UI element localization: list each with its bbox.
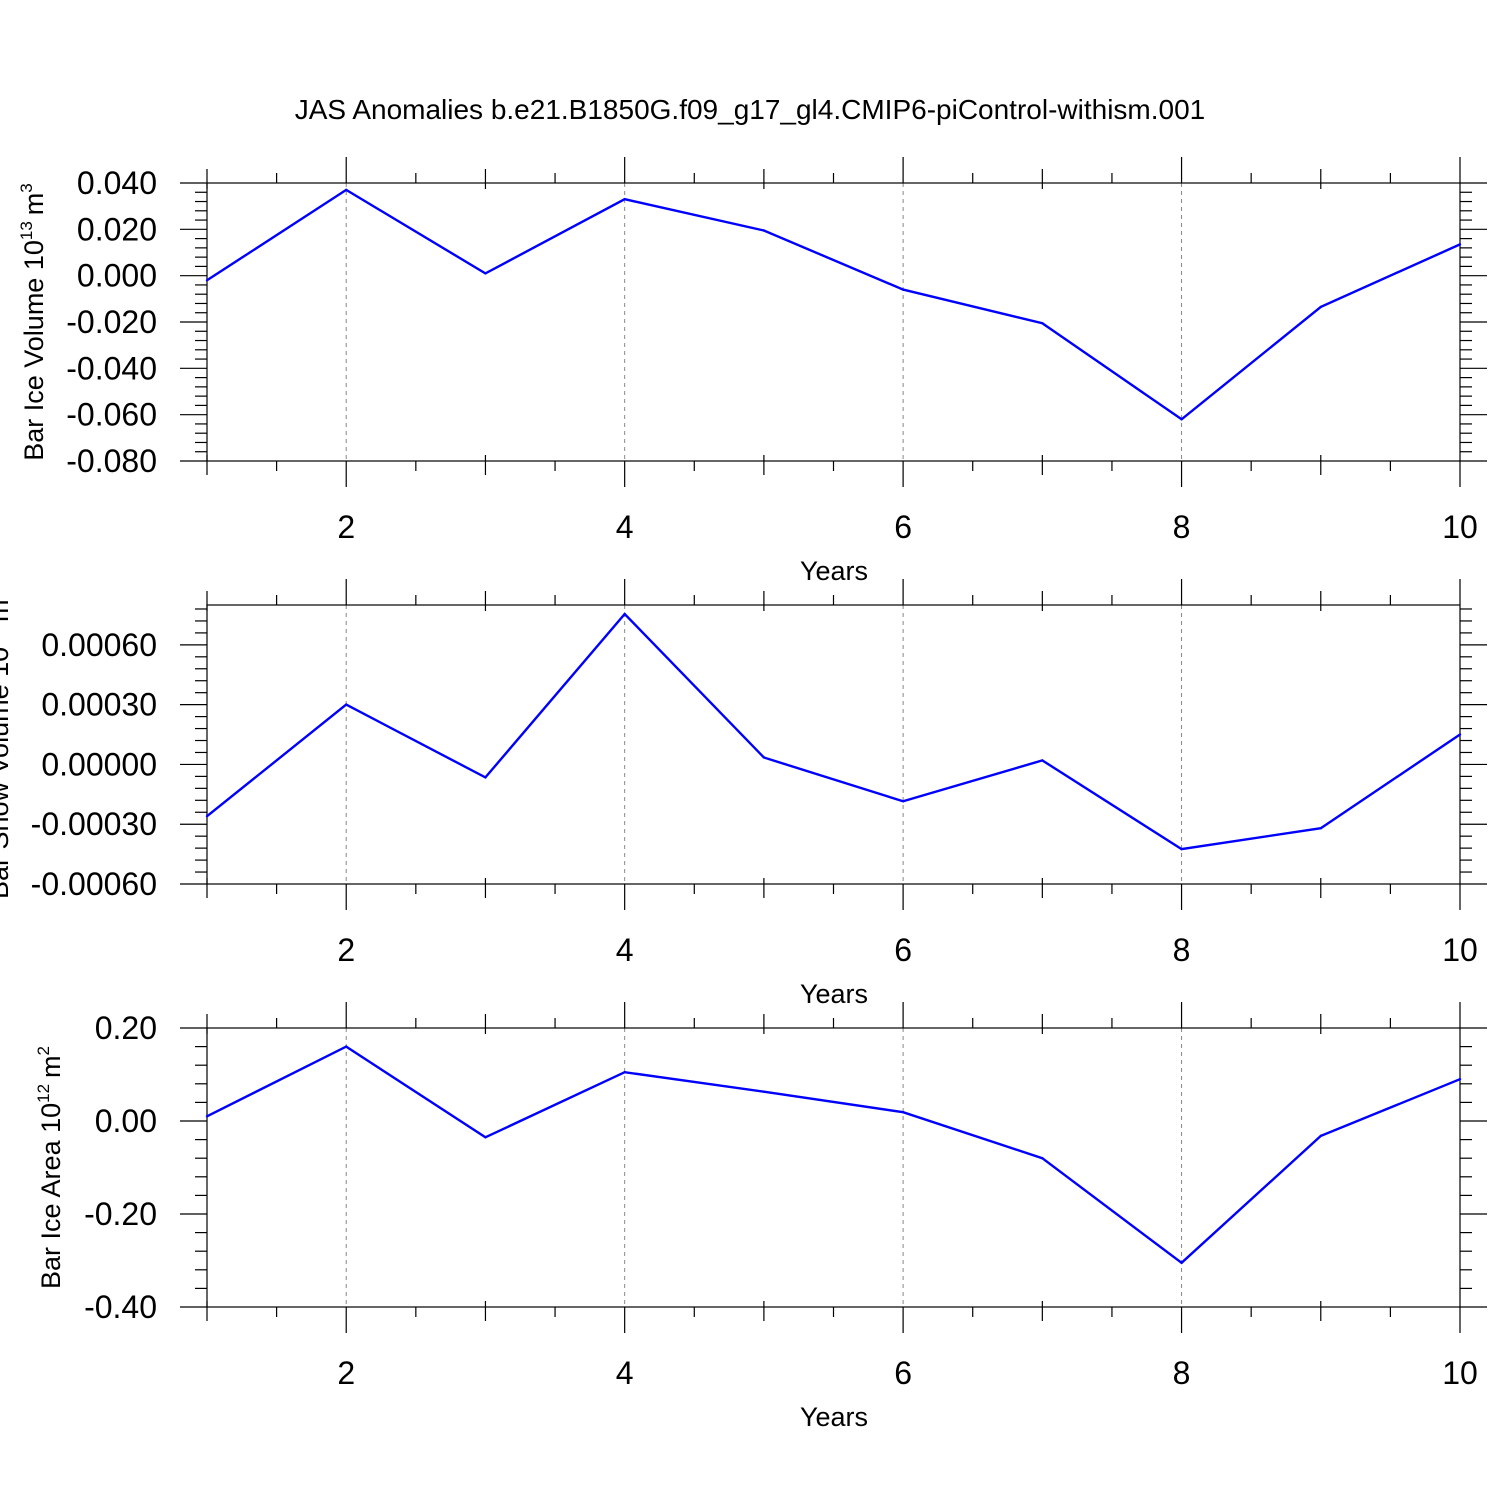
series-line <box>206 612 1461 851</box>
data-point <box>1458 733 1462 736</box>
x-axis-label: Years <box>800 1402 868 1432</box>
data-point <box>762 229 766 232</box>
y-tick-label: -0.00030 <box>31 806 157 842</box>
y-axis-label-unit-exponent: 2 <box>34 1046 53 1055</box>
data-point <box>1180 418 1183 421</box>
x-axis-label: Years <box>800 979 868 1009</box>
chart-panel-1: 2 4 6 8 10 Years -0.080 -0.060 -0.040 -0.020 0.000… <box>17 157 1487 586</box>
x-tick-label: 2 <box>337 932 355 968</box>
x-tick-label: 2 <box>337 1355 355 1391</box>
y-tick-label: -0.40 <box>84 1289 157 1325</box>
x-tick-label: 4 <box>616 1355 634 1391</box>
data-point <box>1458 243 1462 246</box>
data-point <box>484 776 487 779</box>
data-point <box>1319 1134 1322 1138</box>
x-tick-label: 6 <box>894 932 912 968</box>
plot-frame <box>206 182 1461 462</box>
chart-panel-3: 2 4 6 8 10 Years -0.40 -0.20 0.00 0.20 Bar Ice Are… <box>34 1002 1487 1432</box>
data-point <box>345 1045 348 1048</box>
y-axis-label-main: Bar Snow Volume 10 <box>0 647 14 899</box>
y-tick-label: -0.040 <box>66 350 157 386</box>
data-point <box>901 800 905 803</box>
x-tick-label: 6 <box>894 509 912 545</box>
plot-frame <box>206 1027 1461 1308</box>
y-axis-label-unit-exponent: 3 <box>0 590 1 599</box>
data-point <box>623 1070 626 1074</box>
x-tick-label: 4 <box>616 509 634 545</box>
y-axis-label-unit-exponent: 3 <box>17 183 36 192</box>
x-tick-label: 8 <box>1173 932 1191 968</box>
data-point <box>762 756 766 759</box>
x-tick-label: 10 <box>1442 932 1478 968</box>
data-point <box>1041 321 1044 325</box>
chart-panel-2: 2 4 6 8 10 Years -0.00060 -0.00030 0.00000 0.0003… <box>0 579 1487 1009</box>
data-point <box>623 612 626 616</box>
y-tick-label: -0.20 <box>84 1196 157 1232</box>
x-tick-label: 4 <box>616 932 634 968</box>
data-point <box>345 703 348 706</box>
y-tick-label: -0.080 <box>66 443 157 479</box>
y-tick-label: 0.020 <box>77 211 157 247</box>
y-axis-label-main: Bar Ice Volume 10 <box>19 240 49 461</box>
y-tick-label: -0.020 <box>66 304 157 340</box>
y-tick-label: -0.00060 <box>31 866 157 902</box>
x-tick-label: 10 <box>1442 509 1478 545</box>
y-axis-label-unit: m <box>0 599 14 622</box>
panels: 2 4 6 8 10Years-0.080-0.060-0.040-0.0200.000… <box>0 157 1487 1432</box>
y-tick-label: 0.00 <box>95 1103 157 1139</box>
y-axis-label-exponent: 13 <box>0 628 1 647</box>
y-axis-label-unit: m <box>19 193 49 216</box>
x-tick-label: 6 <box>894 1355 912 1391</box>
x-axis-label: Years <box>800 556 868 586</box>
y-axis-label-exponent: 12 <box>34 1084 53 1103</box>
data-point <box>623 198 626 201</box>
y-axis-label-unit: m <box>36 1055 66 1078</box>
data-point <box>1041 1157 1044 1160</box>
data-point <box>1180 1261 1183 1265</box>
data-point <box>762 1090 766 1093</box>
y-tick-label: 0.000 <box>77 258 157 294</box>
data-point <box>1458 1077 1462 1081</box>
series-line <box>206 188 1461 421</box>
y-tick-label: 0.00060 <box>41 627 157 663</box>
data-point <box>205 279 209 282</box>
y-tick-label: -0.060 <box>66 397 157 433</box>
data-point <box>205 815 209 818</box>
y-tick-label: 0.00000 <box>41 746 157 782</box>
data-point <box>901 288 905 291</box>
y-axis-label-exponent: 13 <box>17 221 36 240</box>
plot-frame <box>206 604 1461 885</box>
data-point <box>1319 827 1322 830</box>
data-point <box>1041 759 1044 762</box>
y-axis-label: Bar Snow Volume 1013 m3 <box>0 590 14 899</box>
y-axis-label-main: Bar Ice Area 10 <box>36 1103 66 1289</box>
data-point <box>1180 847 1183 851</box>
y-tick-label: 0.20 <box>95 1010 157 1046</box>
x-tick-label: 2 <box>337 509 355 545</box>
y-axis-label: Bar Ice Area 1012 m2 <box>34 1046 66 1289</box>
data-point <box>205 1115 209 1118</box>
x-tick-label: 8 <box>1173 1355 1191 1391</box>
x-tick-label: 10 <box>1442 1355 1478 1391</box>
series-line <box>206 1045 1461 1265</box>
data-point <box>484 1136 487 1139</box>
data-point <box>345 188 348 192</box>
data-point <box>484 272 487 275</box>
y-axis-label: Bar Ice Volume 1013 m3 <box>17 183 49 461</box>
data-point <box>901 1110 905 1114</box>
figure-title: JAS Anomalies b.e21.B1850G.f09_g17_gl4.C… <box>295 94 1206 125</box>
x-tick-label: 8 <box>1173 509 1191 545</box>
y-tick-label: 0.00030 <box>41 687 157 723</box>
y-tick-label: 0.040 <box>77 165 157 201</box>
data-point <box>1319 305 1322 309</box>
